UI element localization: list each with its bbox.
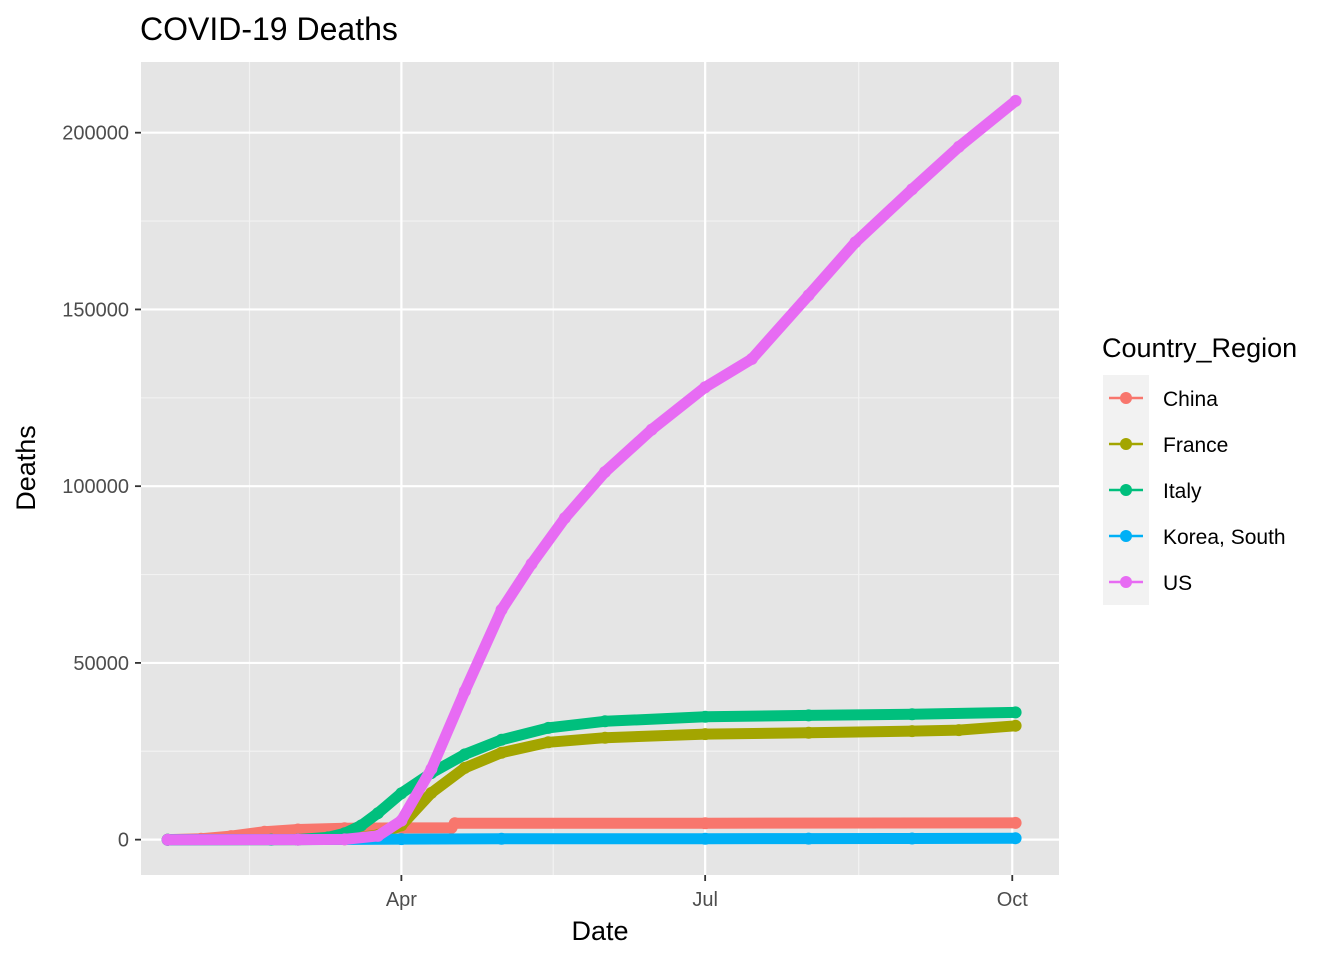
legend-label: US [1163, 572, 1192, 595]
data-point [425, 763, 438, 775]
data-point [1009, 719, 1022, 732]
legend-key-dot [1120, 484, 1132, 496]
data-point [542, 736, 555, 749]
data-point [338, 833, 351, 846]
data-point [525, 557, 538, 570]
legend-label: Italy [1163, 480, 1202, 503]
y-tick-label: 0 [118, 830, 129, 852]
data-point [372, 807, 384, 820]
legend-key-dot [1120, 530, 1132, 542]
legend-item-italy: Italy [1109, 480, 1202, 503]
data-point [395, 814, 408, 827]
data-point [599, 731, 611, 744]
data-point [906, 708, 919, 721]
data-point [355, 819, 368, 832]
data-point [802, 832, 815, 845]
data-point [1009, 816, 1022, 829]
legend-label: France [1163, 434, 1228, 457]
legend-key-dot [1120, 576, 1132, 588]
data-point [745, 352, 758, 365]
y-tick-label: 50000 [73, 653, 129, 675]
data-point [291, 833, 304, 846]
data-point [425, 786, 438, 799]
x-tick-label: Jul [692, 889, 718, 911]
data-point [1009, 832, 1022, 845]
data-point [699, 832, 712, 845]
data-point [395, 787, 408, 800]
legend-key-dot [1120, 392, 1132, 404]
data-point [542, 721, 555, 734]
legend-label: China [1163, 388, 1218, 411]
data-point [699, 381, 712, 394]
data-point [952, 724, 965, 737]
data-point [906, 183, 919, 196]
data-point [699, 710, 712, 723]
data-point [448, 817, 461, 830]
data-point [495, 746, 508, 759]
data-point [952, 140, 965, 153]
y-axis: 0 50000 100000 150000 200000 [62, 123, 141, 852]
legend-item-us: US [1109, 572, 1192, 595]
data-point [458, 685, 471, 698]
data-point [495, 603, 508, 616]
chart-title: COVID-19 Deaths [140, 11, 398, 47]
data-point [802, 726, 815, 739]
data-point [1009, 94, 1022, 107]
data-point [599, 466, 611, 478]
data-point [395, 833, 408, 846]
y-tick-label: 200000 [62, 123, 129, 145]
data-point [906, 725, 919, 738]
data-point [161, 833, 174, 846]
y-axis-title: Deaths [11, 425, 41, 511]
data-point [291, 823, 304, 836]
series-us [161, 94, 1022, 846]
data-point [1009, 706, 1022, 719]
data-point [802, 289, 815, 302]
data-point [645, 423, 658, 436]
legend-item-france: France [1109, 434, 1228, 457]
legend-key-dot [1120, 438, 1132, 450]
data-point [372, 829, 384, 842]
data-point [849, 236, 862, 249]
x-axis-title: Date [571, 916, 628, 946]
legend-title: Country_Region [1102, 333, 1297, 363]
data-point [802, 709, 815, 722]
y-tick-label: 100000 [62, 476, 129, 498]
x-tick-label: Oct [997, 889, 1029, 911]
data-point [458, 761, 471, 774]
x-tick-label: Apr [386, 889, 417, 911]
x-axis: Apr Jul Oct [386, 875, 1028, 911]
series-layer [161, 94, 1022, 846]
y-tick-label: 150000 [62, 299, 129, 321]
data-point [906, 832, 919, 845]
legend-item-china: China [1109, 388, 1218, 411]
data-point [699, 728, 712, 741]
data-point [495, 733, 508, 746]
legend-label: Korea, South [1163, 526, 1286, 549]
data-point [495, 832, 508, 845]
data-point [699, 817, 712, 830]
legend: Country_Region China France Italy Korea, So… [1102, 333, 1297, 605]
data-point [558, 512, 571, 524]
data-point [599, 715, 611, 728]
legend-item-korea-south: Korea, South [1109, 526, 1286, 549]
data-point [458, 748, 471, 761]
